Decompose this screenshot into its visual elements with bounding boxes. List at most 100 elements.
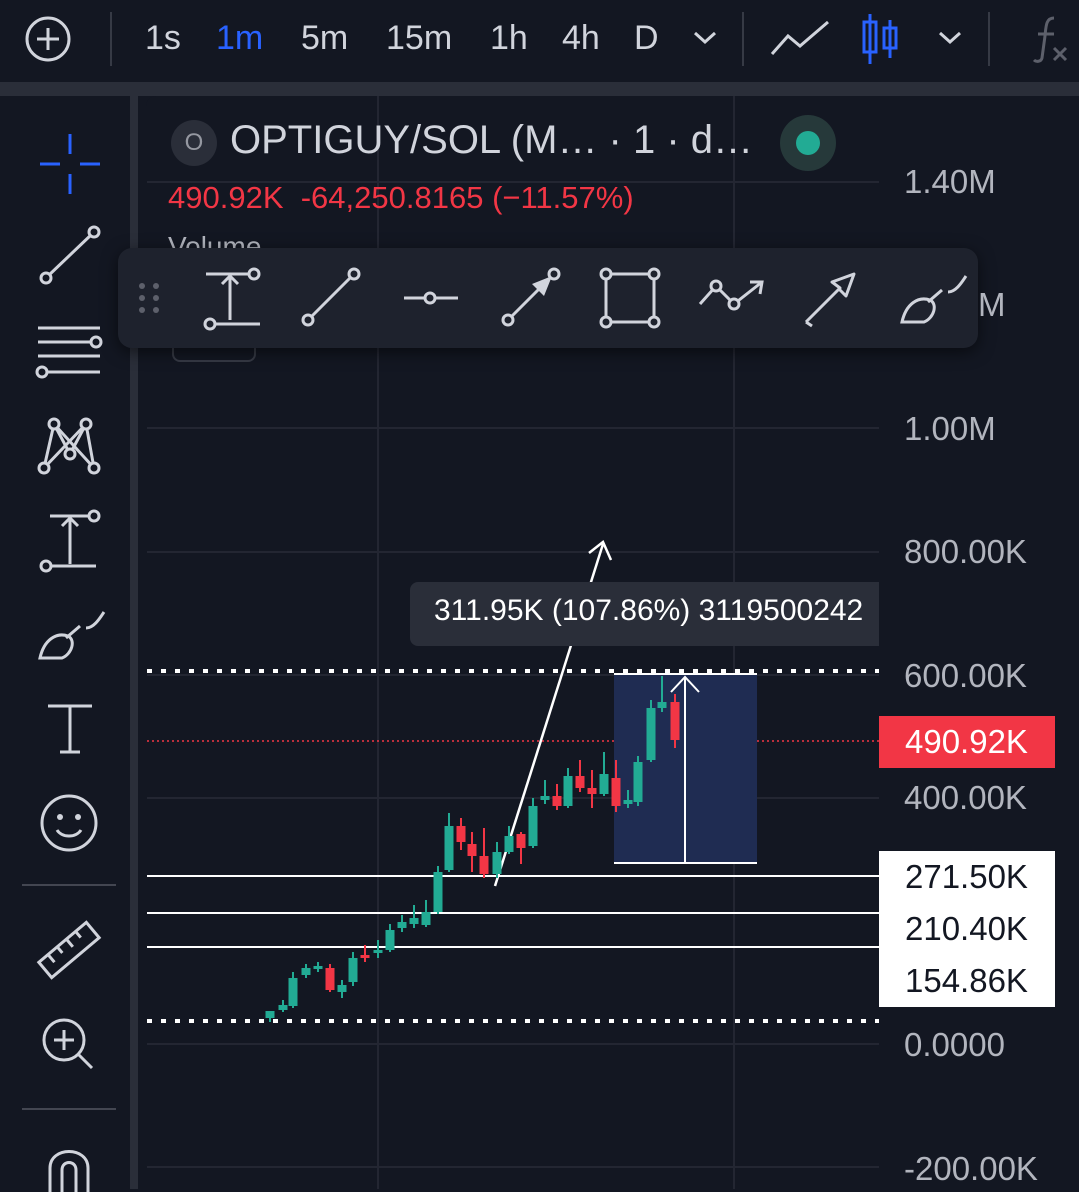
candle-body bbox=[360, 955, 370, 958]
candle-body bbox=[563, 776, 573, 806]
toolbar-divider bbox=[988, 12, 990, 66]
price-change-readout: 490.92K -64,250.8165 (−11.57%) bbox=[168, 180, 634, 216]
candle-body bbox=[528, 806, 538, 846]
candle-body bbox=[409, 918, 419, 924]
chevron-down-icon[interactable] bbox=[692, 30, 718, 46]
candle-body bbox=[397, 922, 407, 928]
candle-body bbox=[587, 788, 597, 794]
axis-label: -200.00K bbox=[904, 1150, 1038, 1187]
candlestick-chart-icon[interactable] bbox=[860, 12, 900, 66]
candle-body bbox=[373, 950, 383, 953]
axis-label: M bbox=[978, 286, 1006, 323]
axis-label: 1.40M bbox=[904, 163, 996, 200]
level-price-tag: 271.50K bbox=[879, 851, 1055, 903]
ruler-icon[interactable] bbox=[34, 918, 104, 982]
legend-collapse-button[interactable] bbox=[172, 344, 256, 362]
candle-body bbox=[575, 776, 585, 788]
timeframe-1s[interactable]: 1s bbox=[145, 19, 181, 57]
add-symbol-icon[interactable] bbox=[24, 15, 72, 63]
sidebar-divider bbox=[22, 884, 116, 886]
candle-body bbox=[492, 852, 502, 874]
timeframe-5m[interactable]: 5m bbox=[301, 19, 349, 57]
text-tool-icon[interactable] bbox=[44, 700, 96, 756]
rectangle-icon[interactable] bbox=[599, 267, 661, 329]
candle-body bbox=[599, 774, 609, 794]
measure-tool-icon[interactable] bbox=[202, 267, 262, 331]
symbol-title[interactable]: OPTIGUY/SOL (M… · 1 · d… bbox=[230, 118, 754, 162]
symbol-badge[interactable]: O bbox=[171, 120, 217, 166]
crosshair-icon[interactable] bbox=[38, 132, 102, 196]
candle-body bbox=[385, 930, 395, 950]
last-price: 490.92K bbox=[168, 180, 284, 215]
candle-body bbox=[479, 856, 489, 874]
price-change: -64,250.8165 (−11.57%) bbox=[300, 180, 634, 215]
chevron-down-icon[interactable] bbox=[937, 30, 963, 46]
timeframe-1h[interactable]: 1h bbox=[490, 19, 528, 57]
candle-body bbox=[301, 968, 311, 975]
candle-body bbox=[456, 826, 466, 842]
toolbar-divider bbox=[742, 12, 744, 66]
level-price-tag: 154.86K bbox=[879, 955, 1055, 1007]
candle-body bbox=[646, 708, 656, 760]
floating-draw-toolbar bbox=[118, 248, 978, 348]
market-status-icon bbox=[780, 115, 836, 171]
toolbar-gutter bbox=[0, 82, 1079, 96]
drawing-sidebar bbox=[0, 96, 138, 1192]
toolbar-divider bbox=[110, 12, 112, 66]
trend-line-icon[interactable] bbox=[38, 225, 102, 286]
trend-line-icon[interactable] bbox=[300, 267, 362, 328]
candle-body bbox=[540, 796, 550, 800]
candle-body bbox=[265, 1011, 275, 1018]
timeframe-1m[interactable]: 1m bbox=[216, 19, 264, 57]
candle-body bbox=[433, 872, 443, 912]
candle-body bbox=[288, 978, 298, 1006]
candle-body bbox=[348, 958, 358, 982]
top-toolbar: 1s 1m 5m 15m 1h 4h D bbox=[0, 0, 1079, 82]
axis-label: 0.0000 bbox=[904, 1026, 1005, 1063]
candle-body bbox=[657, 702, 667, 708]
axis-label: 1.00M bbox=[904, 410, 996, 447]
brush-icon[interactable] bbox=[36, 604, 106, 664]
candle-body bbox=[504, 836, 514, 852]
level-price-tag: 210.40K bbox=[879, 903, 1055, 955]
candle-body bbox=[421, 912, 431, 925]
candle-body bbox=[278, 1005, 288, 1010]
brush-icon[interactable] bbox=[898, 270, 968, 328]
current-price-tag: 490.92K bbox=[879, 716, 1055, 768]
candle-body bbox=[325, 968, 335, 990]
measure-tool-icon[interactable] bbox=[38, 508, 102, 573]
arrow-line-icon[interactable] bbox=[500, 267, 562, 328]
zoom-in-icon[interactable] bbox=[40, 1016, 96, 1072]
trend-arrow-head bbox=[588, 540, 613, 561]
arrow-icon[interactable] bbox=[800, 268, 860, 328]
timeframe-d[interactable]: D bbox=[634, 19, 659, 57]
measure-tooltip-text: 311.95K (107.86%) 3119500242 bbox=[434, 594, 864, 627]
timeframe-15m[interactable]: 15m bbox=[386, 19, 453, 57]
volume-label: Volume bbox=[168, 232, 262, 248]
emoji-icon[interactable] bbox=[38, 792, 100, 854]
candle-body bbox=[633, 762, 643, 802]
measure-arrow-head bbox=[670, 675, 700, 693]
magnet-icon[interactable] bbox=[44, 1142, 94, 1192]
horizontal-ray-icon[interactable] bbox=[402, 286, 460, 310]
candle-body bbox=[670, 702, 680, 740]
axis-label: 800.00K bbox=[904, 533, 1027, 570]
drag-handle-icon[interactable] bbox=[136, 280, 162, 316]
candle-body bbox=[444, 826, 454, 870]
candle-body bbox=[337, 985, 347, 992]
sidebar-divider bbox=[22, 1108, 116, 1110]
indicators-icon[interactable] bbox=[1030, 14, 1070, 64]
measure-tooltip: 311.95K (107.86%) 3119500242 bbox=[410, 582, 879, 646]
pattern-icon[interactable] bbox=[36, 414, 102, 476]
candle-body bbox=[313, 966, 323, 969]
candle-body bbox=[516, 834, 526, 848]
candle-body bbox=[467, 844, 477, 856]
timeframe-4h[interactable]: 4h bbox=[562, 19, 600, 57]
candle-body bbox=[552, 796, 562, 806]
path-icon[interactable] bbox=[694, 276, 766, 316]
axis-label: 400.00K bbox=[904, 779, 1027, 816]
axis-label: 600.00K bbox=[904, 657, 1027, 694]
fib-retracement-icon[interactable] bbox=[34, 320, 104, 380]
candles bbox=[265, 676, 680, 1022]
line-chart-icon[interactable] bbox=[770, 18, 830, 60]
